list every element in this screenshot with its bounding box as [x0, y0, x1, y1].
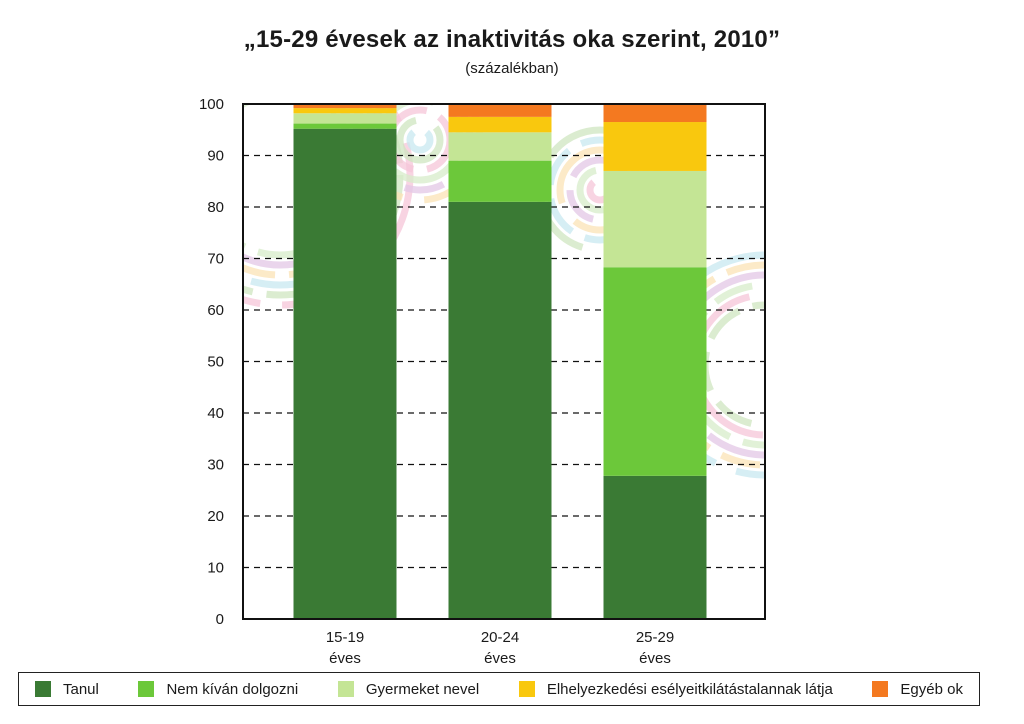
decorative-ring: [243, 104, 414, 309]
legend-label: Egyéb ok: [900, 680, 963, 698]
bar-segment: [603, 267, 707, 476]
x-tick-label: 15-19: [326, 629, 364, 646]
legend-label: Nem kíván dolgozni: [166, 680, 299, 698]
decorative-ring: [406, 126, 434, 154]
bar-segment: [448, 104, 552, 117]
bar-segment: [293, 113, 397, 124]
legend-item: Elhelyezkedési esélyeitkilátástalannak l…: [518, 680, 833, 698]
y-axis: 0 10 20 30 40 50 60 70 80 90 100: [199, 96, 224, 628]
bar-segment: [448, 116, 552, 133]
y-tick-label: 40: [207, 405, 224, 422]
legend: Tanul Nem kíván dolgozni Gyermeket nevel El…: [18, 672, 980, 706]
bar-segment: [448, 132, 552, 161]
legend-swatch: [872, 681, 889, 697]
bar-segment: [603, 122, 707, 171]
legend-item: Egyéb ok: [872, 681, 963, 698]
bar-segment: [603, 170, 707, 268]
y-tick-label: 80: [207, 199, 224, 216]
bar-segment: [603, 475, 707, 619]
bar-segment: [293, 104, 397, 109]
chart-title: „15-29 évesek az inaktivitás oka szerint…: [243, 26, 781, 53]
legend-swatch: [337, 681, 354, 697]
bar-segment: [448, 160, 552, 202]
legend-label: Elhelyezkedési esélyeitkilátástalannak l…: [546, 680, 833, 698]
x-tick-label: 20-24: [481, 629, 519, 646]
x-tick-label: 25-29: [636, 629, 674, 646]
chart-plot: 0 10 20 30 40 50 60 70 80 90 100 15-19 éves 20-24 éve…: [199, 96, 766, 667]
legend-item: Gyermeket nevel: [337, 680, 480, 698]
x-tick-label: éves: [639, 650, 671, 667]
y-tick-label: 0: [216, 611, 224, 628]
legend-swatch: [138, 681, 155, 697]
y-tick-label: 10: [207, 560, 224, 577]
legend-label: Gyermeket nevel: [365, 680, 480, 698]
chart-subtitle: (százalékban): [465, 60, 559, 77]
x-axis: 15-19 éves 20-24 éves 25-29 éves: [326, 629, 674, 667]
bar-segment: [293, 108, 397, 114]
y-tick-label: 90: [207, 148, 224, 165]
plot-frame: [242, 103, 766, 620]
x-tick-label: éves: [484, 650, 516, 667]
x-tick-label: éves: [329, 650, 361, 667]
legend-swatch: [35, 681, 51, 697]
y-tick-label: 60: [207, 302, 224, 319]
y-tick-label: 50: [207, 354, 224, 371]
bars: [293, 104, 707, 619]
y-tick-label: 20: [207, 508, 224, 525]
legend-label: Tanul: [63, 680, 99, 698]
legend-item: Nem kíván dolgozni: [138, 681, 298, 698]
bar-segment: [293, 123, 397, 129]
legend-item: Tanul: [35, 681, 99, 698]
bar-segment: [293, 128, 397, 619]
decorative-ring: [396, 116, 444, 164]
legend-swatch: [518, 681, 535, 697]
y-tick-label: 30: [207, 457, 224, 474]
bar-segment: [448, 201, 552, 619]
y-tick-label: 70: [207, 251, 224, 268]
bar-segment: [603, 104, 707, 123]
y-tick-label: 100: [199, 96, 224, 113]
